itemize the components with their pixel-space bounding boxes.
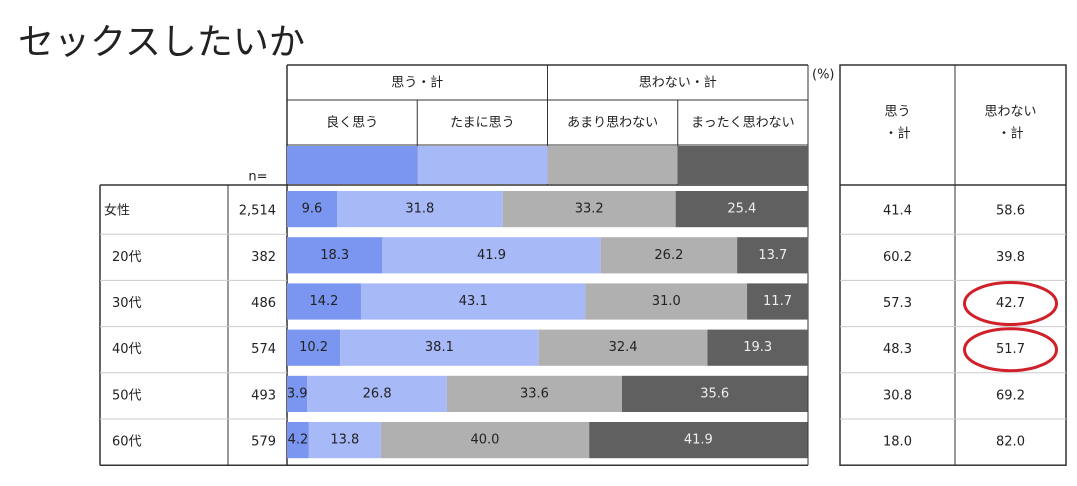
bar-segment	[308, 422, 381, 459]
data-label: 31.8	[405, 202, 434, 217]
row-label: 50代	[112, 388, 142, 403]
bar-segment	[287, 191, 338, 228]
total-value: 58.6	[996, 204, 1025, 219]
bar-segment	[337, 191, 503, 228]
data-label: 33.6	[520, 386, 549, 401]
data-label: 25.4	[727, 202, 756, 217]
bar-segment	[380, 422, 590, 459]
totals-header: 思わない	[984, 105, 1036, 120]
bar-segment	[600, 237, 738, 274]
data-label: 13.8	[330, 433, 359, 448]
bar-segment	[340, 329, 539, 366]
data-label: 35.6	[700, 386, 729, 401]
bar-segment	[382, 237, 601, 274]
totals-frame	[839, 64, 1067, 466]
data-label: 13.7	[758, 248, 787, 263]
bar-segment	[538, 329, 708, 366]
totals-header: ・計	[884, 126, 910, 142]
data-label: 26.2	[654, 248, 683, 263]
data-label: 32.4	[609, 340, 638, 355]
bar-segment	[747, 283, 808, 320]
total-value: 82.0	[996, 435, 1025, 450]
bar-segment	[446, 375, 623, 412]
legend-swatch	[417, 146, 548, 184]
n-value: 493	[251, 388, 276, 403]
bar-segment	[307, 375, 447, 412]
bar-segment	[622, 375, 808, 412]
legend-label: 良く思う	[326, 115, 378, 131]
totals-header: ・計	[997, 126, 1023, 142]
total-value: 39.8	[996, 250, 1025, 265]
data-label: 41.9	[477, 248, 506, 263]
data-label: 3.9	[287, 386, 308, 401]
data-label: 4.2	[288, 433, 309, 448]
legend-label: あまり思わない	[567, 116, 658, 131]
group-header: 思わない・計	[639, 75, 717, 91]
data-label: 31.0	[652, 294, 681, 309]
row-label: 20代	[112, 250, 142, 265]
total-value: 69.2	[996, 388, 1025, 403]
n-value: 486	[251, 296, 276, 311]
data-label: 26.8	[363, 386, 392, 401]
n-value: 574	[251, 342, 276, 357]
data-label: 41.9	[684, 433, 713, 448]
data-label: 14.2	[310, 294, 339, 309]
chart-title: セックスしたいか	[18, 22, 305, 63]
bar-segment	[502, 191, 676, 228]
bar-segment	[287, 329, 341, 366]
highlight-circle	[963, 327, 1058, 373]
data-label: 11.7	[763, 294, 792, 309]
legend-swatch	[287, 146, 418, 184]
total-value: 41.4	[883, 204, 912, 219]
bar-segment	[707, 329, 808, 366]
total-value: 18.0	[883, 435, 912, 450]
unit-note: (%)	[812, 68, 835, 83]
legend-label: まったく思わない	[691, 116, 794, 131]
total-value: 30.8	[883, 388, 912, 403]
bar-segment	[675, 191, 808, 228]
n-value: 579	[251, 435, 276, 450]
data-label: 40.0	[471, 433, 500, 448]
total-value: 51.7	[996, 342, 1025, 357]
data-label: 10.2	[299, 340, 328, 355]
row-label: 女性	[104, 203, 130, 219]
data-label: 19.3	[743, 340, 772, 355]
total-value: 48.3	[883, 342, 912, 357]
row-label: 60代	[112, 435, 142, 450]
bar-segment	[287, 375, 308, 412]
legend-swatch	[547, 146, 678, 184]
bar-segment	[360, 283, 586, 320]
total-value: 60.2	[883, 250, 912, 265]
n-header: n=	[248, 170, 267, 185]
legend-label: たまに思う	[450, 116, 515, 131]
row-label: 30代	[112, 296, 142, 311]
row-label: 40代	[112, 342, 142, 357]
data-label: 33.2	[575, 202, 604, 217]
bar-segment	[589, 422, 808, 459]
bar-segment	[737, 237, 809, 274]
legend-swatch	[677, 146, 808, 184]
highlight-circle	[963, 281, 1058, 326]
group-header: 思う・計	[391, 75, 443, 91]
bar-segment	[585, 283, 748, 320]
bar-segment	[287, 237, 383, 274]
total-value: 57.3	[883, 296, 912, 311]
data-label: 43.1	[459, 294, 488, 309]
data-label: 38.1	[425, 340, 454, 355]
total-value: 42.7	[996, 296, 1025, 311]
data-label: 9.6	[302, 202, 323, 217]
n-value: 382	[251, 250, 276, 265]
bar-segment	[287, 283, 361, 320]
bar-segment	[287, 422, 309, 459]
n-value: 2,514	[239, 204, 276, 219]
data-label: 18.3	[320, 248, 349, 263]
totals-header: 思う	[884, 105, 910, 120]
